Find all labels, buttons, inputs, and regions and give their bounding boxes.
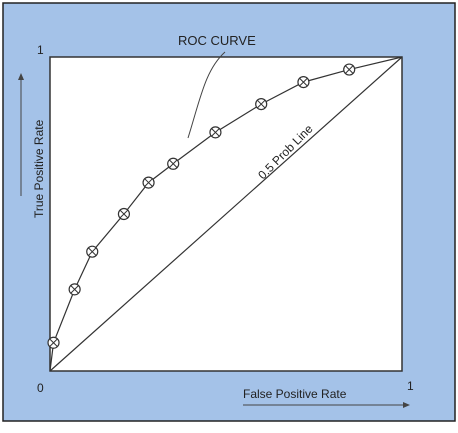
- diagonal-prob-line: [49, 56, 403, 372]
- lines-layer: [49, 56, 403, 372]
- roc-point-marker: [209, 126, 222, 139]
- y-max-tick-label: 1: [37, 43, 44, 57]
- roc-point-marker: [68, 283, 81, 296]
- x-axis-label: False Positive Rate: [243, 387, 347, 401]
- roc-point-marker: [297, 76, 310, 89]
- roc-callout-line: [187, 51, 226, 139]
- roc-curve-line: [49, 56, 403, 372]
- roc-point-marker: [255, 97, 268, 111]
- roc-point-marker: [343, 63, 356, 76]
- markers-layer: [47, 63, 356, 349]
- y-axis-label: True Positive Rate: [32, 119, 46, 218]
- roc-point-marker: [86, 245, 99, 258]
- y-axis-arrow: [18, 73, 24, 196]
- roc-point-marker: [117, 207, 131, 221]
- x-axis-arrow: [243, 402, 410, 408]
- roc-point-marker: [47, 336, 60, 349]
- origin-tick-label: 0: [37, 381, 44, 395]
- x-max-tick-label: 1: [407, 379, 414, 393]
- roc-curve-label: ROC CURVE: [178, 33, 256, 48]
- roc-point-marker: [142, 176, 155, 189]
- roc-point-marker: [167, 157, 180, 170]
